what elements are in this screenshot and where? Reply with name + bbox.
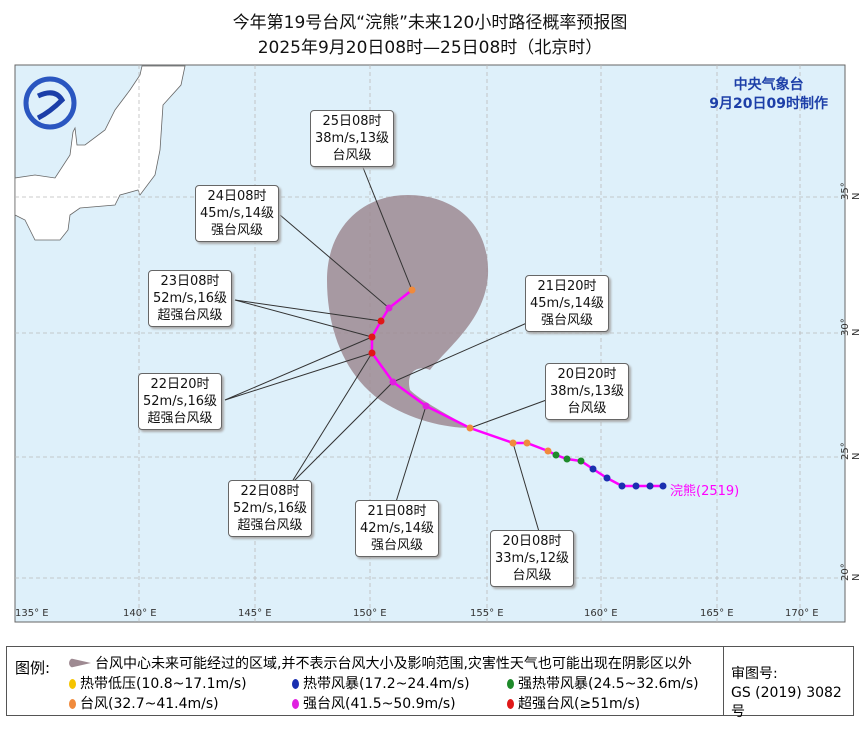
track-point <box>368 333 376 341</box>
leader-line <box>279 214 390 309</box>
track-point <box>422 402 430 410</box>
legend-item: 热带低压(10.8~17.1m/s) <box>69 673 247 693</box>
track-point <box>632 482 640 490</box>
legend-item: 热带风暴(17.2~24.4m/s) <box>292 673 470 693</box>
map-subtitle: 2025年9月20日08时—25日08时（北京时） <box>257 38 603 58</box>
leader-line <box>289 352 373 486</box>
probability-cone <box>327 195 489 428</box>
leader-line <box>234 299 382 322</box>
forecast-label-20-08: 20日08时 33m/s,12级 台风级 <box>490 530 575 587</box>
lat-tick: 35° N <box>840 182 860 200</box>
leader-line <box>512 442 541 536</box>
lon-tick: 155° E <box>470 608 504 619</box>
agency-name: 中央气象台 <box>733 77 804 93</box>
forecast-label-23-08: 23日08时 52m/s,16级 超强台风级 <box>148 270 233 327</box>
cone-swatch-icon <box>69 658 91 668</box>
track-point <box>589 465 597 473</box>
track-point <box>377 317 385 325</box>
legend-item: 台风(32.7~41.4m/s) <box>69 693 219 713</box>
track-point <box>563 455 571 463</box>
lon-tick: 160° E <box>584 608 618 619</box>
track-point <box>577 457 585 465</box>
issue-time: 9月20日09时制作 <box>709 96 828 112</box>
legend-item: 强台风(41.5~50.9m/s) <box>292 693 456 713</box>
track-point <box>389 378 397 386</box>
lon-tick: 150° E <box>353 608 387 619</box>
review-label: 审图号: <box>731 666 778 682</box>
leader-line <box>224 352 373 401</box>
legend-item: 强热带风暴(24.5~32.6m/s) <box>507 673 699 693</box>
track-point <box>408 286 416 294</box>
lat-tick: 30° N <box>840 318 860 336</box>
track-point <box>385 304 393 312</box>
leader-line <box>359 159 413 291</box>
leader-line <box>392 314 546 383</box>
track-point <box>618 482 626 490</box>
review-number: GS (2019) 3082号 <box>731 685 842 720</box>
track-point <box>646 482 654 490</box>
track-point <box>523 439 531 447</box>
logo <box>23 76 77 130</box>
forecast-label-24-08: 24日08时 45m/s,14级 强台风级 <box>195 185 280 242</box>
track-point <box>509 439 517 447</box>
track-point <box>544 447 552 455</box>
track-point <box>659 482 667 490</box>
lon-tick: 145° E <box>238 608 272 619</box>
track-point <box>368 349 376 357</box>
leader-line <box>234 299 373 338</box>
lon-tick: 165° E <box>700 608 734 619</box>
forecast-label-22-08: 22日08时 52m/s,16级 超强台风级 <box>228 480 313 537</box>
lon-tick: 135° E <box>15 608 49 619</box>
japan-land <box>14 65 186 241</box>
agency-stamp: 中央气象台 9月20日09时制作 <box>709 76 828 114</box>
typhoon-name-label: 浣熊(2519) <box>670 484 740 499</box>
leader-line <box>289 381 394 486</box>
legend-cone: 台风中心未来可能经过的区域,并不表示台风大小及影响范围,灾害性天气也可能出现在阴… <box>69 653 692 673</box>
legend-title: 图例: <box>15 659 51 677</box>
track-point <box>603 474 611 482</box>
lon-tick: 170° E <box>785 608 819 619</box>
lat-tick: 25° N <box>840 442 860 460</box>
leader-line <box>224 336 373 401</box>
lon-tick: 140° E <box>123 608 157 619</box>
map-title: 今年第19号台风“浣熊”未来120小时路径概率预报图 <box>232 13 628 33</box>
forecast-label-21-08: 21日08时 42m/s,14级 强台风级 <box>355 500 440 557</box>
forecast-label-21-20: 21日20时 45m/s,14级 强台风级 <box>525 275 610 332</box>
forecast-label-22-20: 22日20时 52m/s,16级 超强台风级 <box>138 373 223 430</box>
legend-item: 超强台风(≥51m/s) <box>507 693 640 713</box>
track-point <box>552 451 560 459</box>
track-point <box>466 424 474 432</box>
forecast-label-25-08: 25日08时 38m/s,13级 台风级 <box>310 110 395 167</box>
leader-line <box>394 405 427 506</box>
lat-tick: 20° N <box>840 563 860 581</box>
legend: 图例: 台风中心未来可能经过的区域,并不表示台风大小及影响范围,灾害性天气也可能… <box>6 646 854 720</box>
forecast-label-20-20: 20日20时 38m/s,13级 台风级 <box>545 363 630 420</box>
